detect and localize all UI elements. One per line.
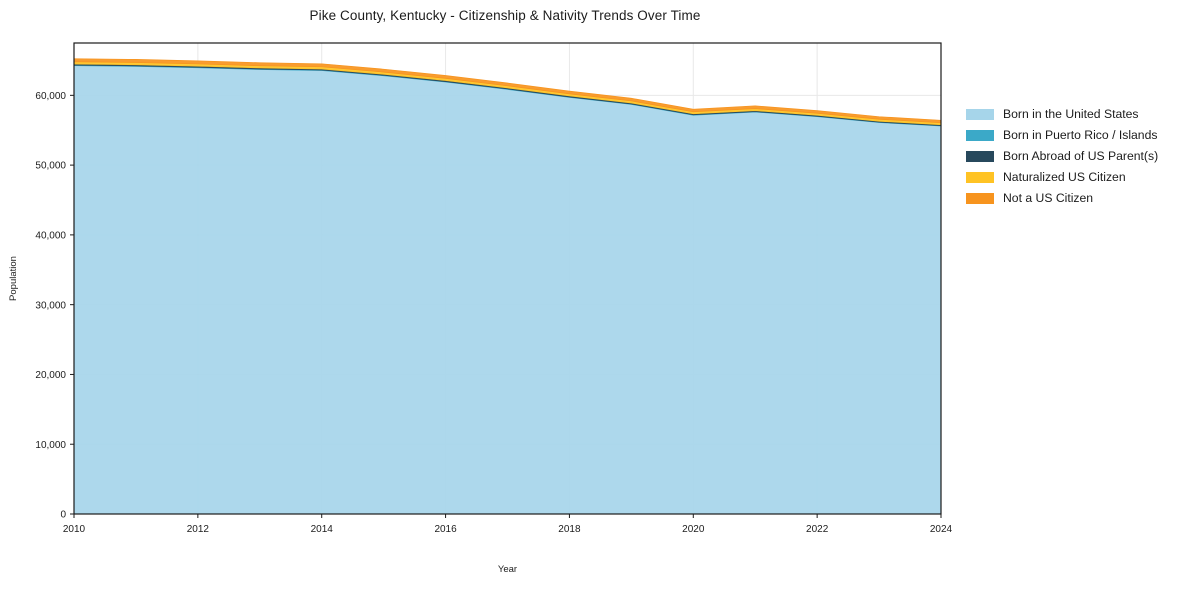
- legend-item[interactable]: Naturalized US Citizen: [966, 167, 1186, 188]
- legend-swatch-icon: [966, 130, 994, 141]
- legend-swatch-icon: [966, 151, 994, 162]
- chart-title: Pike County, Kentucky - Citizenship & Na…: [309, 8, 701, 23]
- axis-ticks: 0 10,000 20,000 30,000 40,000 50,000 60,000 201…: [35, 91, 952, 535]
- y-tick-label: 10,000: [35, 440, 66, 451]
- legend-swatch-icon: [966, 193, 994, 204]
- legend-item[interactable]: Born in the United States: [966, 104, 1186, 125]
- legend-label: Born in the United States: [1003, 107, 1139, 122]
- y-tick-label: 0: [60, 510, 66, 521]
- x-tick-label: 2022: [806, 524, 829, 535]
- y-tick-label: 60,000: [35, 91, 66, 102]
- legend-label: Naturalized US Citizen: [1003, 170, 1126, 185]
- legend-label: Born Abroad of US Parent(s): [1003, 149, 1159, 164]
- legend-item[interactable]: Not a US Citizen: [966, 188, 1186, 209]
- y-axis-label: Population: [8, 256, 19, 301]
- area-series-group: [73, 58, 942, 515]
- y-tick-label: 20,000: [35, 370, 66, 381]
- y-tick-label: 40,000: [35, 230, 66, 241]
- x-tick-label: 2024: [930, 524, 953, 535]
- x-tick-label: 2012: [187, 524, 210, 535]
- legend-item[interactable]: Born Abroad of US Parent(s): [966, 146, 1186, 167]
- x-axis-label: Year: [498, 564, 517, 575]
- chart-legend: Born in the United States Born in Puerto …: [966, 104, 1186, 209]
- legend-swatch-icon: [966, 172, 994, 183]
- x-tick-label: 2010: [63, 524, 86, 535]
- plot-border: [73, 42, 942, 515]
- legend-label: Not a US Citizen: [1003, 191, 1094, 206]
- x-tick-label: 2016: [434, 524, 457, 535]
- x-tick-label: 2020: [682, 524, 705, 535]
- area-series: [73, 65, 942, 515]
- y-tick-label: 50,000: [35, 161, 66, 172]
- legend-item[interactable]: Born in Puerto Rico / Islands: [966, 125, 1186, 146]
- legend-swatch-icon: [966, 109, 994, 120]
- y-tick-label: 30,000: [35, 300, 66, 311]
- x-tick-label: 2014: [311, 524, 334, 535]
- x-tick-label: 2018: [558, 524, 581, 535]
- legend-label: Born in Puerto Rico / Islands: [1003, 128, 1158, 143]
